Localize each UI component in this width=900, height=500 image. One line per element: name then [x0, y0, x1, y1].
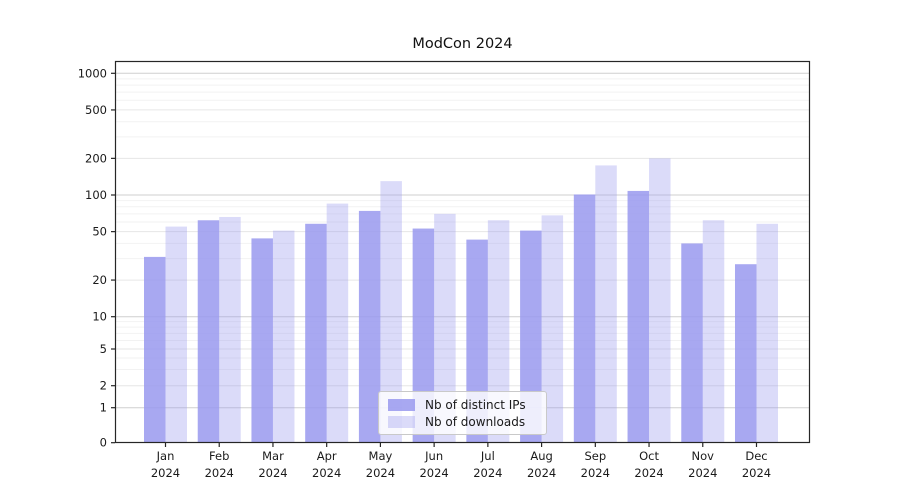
x-tick-label-month: Aug [530, 449, 552, 463]
y-tick-label: 2 [100, 379, 107, 393]
y-tick-label: 1 [100, 401, 107, 415]
x-tick-label-year: 2024 [634, 466, 663, 480]
bar-distinct-ips-mar [251, 238, 273, 443]
y-tick-label: 200 [85, 151, 107, 165]
x-tick-label-year: 2024 [742, 466, 771, 480]
x-tick-label-year: 2024 [581, 466, 610, 480]
x-tick-label-year: 2024 [473, 466, 502, 480]
x-tick-label-month: Oct [639, 449, 659, 463]
bar-downloads-may [380, 181, 402, 443]
x-tick-label-month: Feb [209, 449, 229, 463]
x-tick-label-year: 2024 [151, 466, 180, 480]
x-tick-label-month: Apr [317, 449, 337, 463]
x-tick-label-month: Jan [156, 449, 175, 463]
bar-distinct-ips-dec [734, 264, 757, 443]
y-tick-label: 50 [92, 225, 107, 239]
x-tick-label-year: 2024 [688, 466, 717, 480]
y-tick-label: 500 [85, 103, 107, 117]
y-tick-label: 10 [92, 310, 107, 324]
bar-distinct-ips-may [358, 210, 381, 443]
x-tick-label-month: May [369, 449, 393, 463]
bar-distinct-ips-apr [305, 223, 327, 443]
y-tick-label: 1000 [78, 66, 107, 80]
plot-border [114, 60, 811, 444]
x-tick-label-month: Mar [262, 449, 284, 463]
legend-label-distinct-ips: Nb of distinct IPs [425, 397, 526, 412]
x-tick-label-year: 2024 [366, 466, 395, 480]
x-tick-label-year: 2024 [258, 466, 287, 480]
bar-downloads-aug [541, 215, 564, 443]
bar-distinct-ips-feb [197, 220, 220, 443]
bar-distinct-ips-oct [627, 190, 650, 443]
legend-item-downloads: Nb of downloads [388, 414, 537, 429]
bar-downloads-jun [434, 213, 456, 443]
y-tick-label: 20 [92, 273, 107, 287]
x-tick-label-month: Nov [692, 449, 715, 463]
bar-distinct-ips-jun [412, 228, 435, 443]
legend-label-downloads: Nb of downloads [425, 414, 526, 429]
bar-downloads-nov [702, 220, 725, 443]
bar-distinct-ips-aug [520, 230, 542, 443]
x-tick-label-month: Dec [745, 449, 767, 463]
bar-distinct-ips-jan [144, 256, 166, 443]
legend-swatch-distinct-ips [388, 398, 415, 411]
bar-downloads-jul [487, 220, 510, 443]
bar-distinct-ips-nov [681, 243, 703, 443]
x-tick-label-year: 2024 [312, 466, 341, 480]
bar-downloads-sep [595, 165, 617, 443]
legend-swatch-downloads [388, 415, 415, 428]
bar-downloads-jan [165, 226, 187, 443]
x-tick-label-year: 2024 [527, 466, 556, 480]
legend-item-distinct-ips: Nb of distinct IPs [388, 397, 537, 412]
x-tick-label-month: Jul [480, 449, 495, 463]
bar-downloads-oct [649, 158, 671, 443]
bar-downloads-feb [219, 216, 241, 443]
x-tick-label-year: 2024 [419, 466, 448, 480]
chart-title: ModCon 2024 [412, 36, 513, 52]
legend: Nb of distinct IPs Nb of downloads [378, 391, 547, 435]
y-tick-label: 0 [100, 436, 107, 450]
bar-distinct-ips-sep [573, 194, 596, 443]
x-tick-label-year: 2024 [205, 466, 234, 480]
x-tick-label-month: Sep [584, 449, 606, 463]
bar-downloads-apr [326, 203, 349, 443]
bar-downloads-mar [272, 230, 295, 443]
y-tick-label: 5 [100, 342, 107, 356]
bar-downloads-dec [756, 223, 778, 443]
y-tick-label: 100 [85, 188, 107, 202]
x-tick-label-month: Jun [424, 449, 443, 463]
